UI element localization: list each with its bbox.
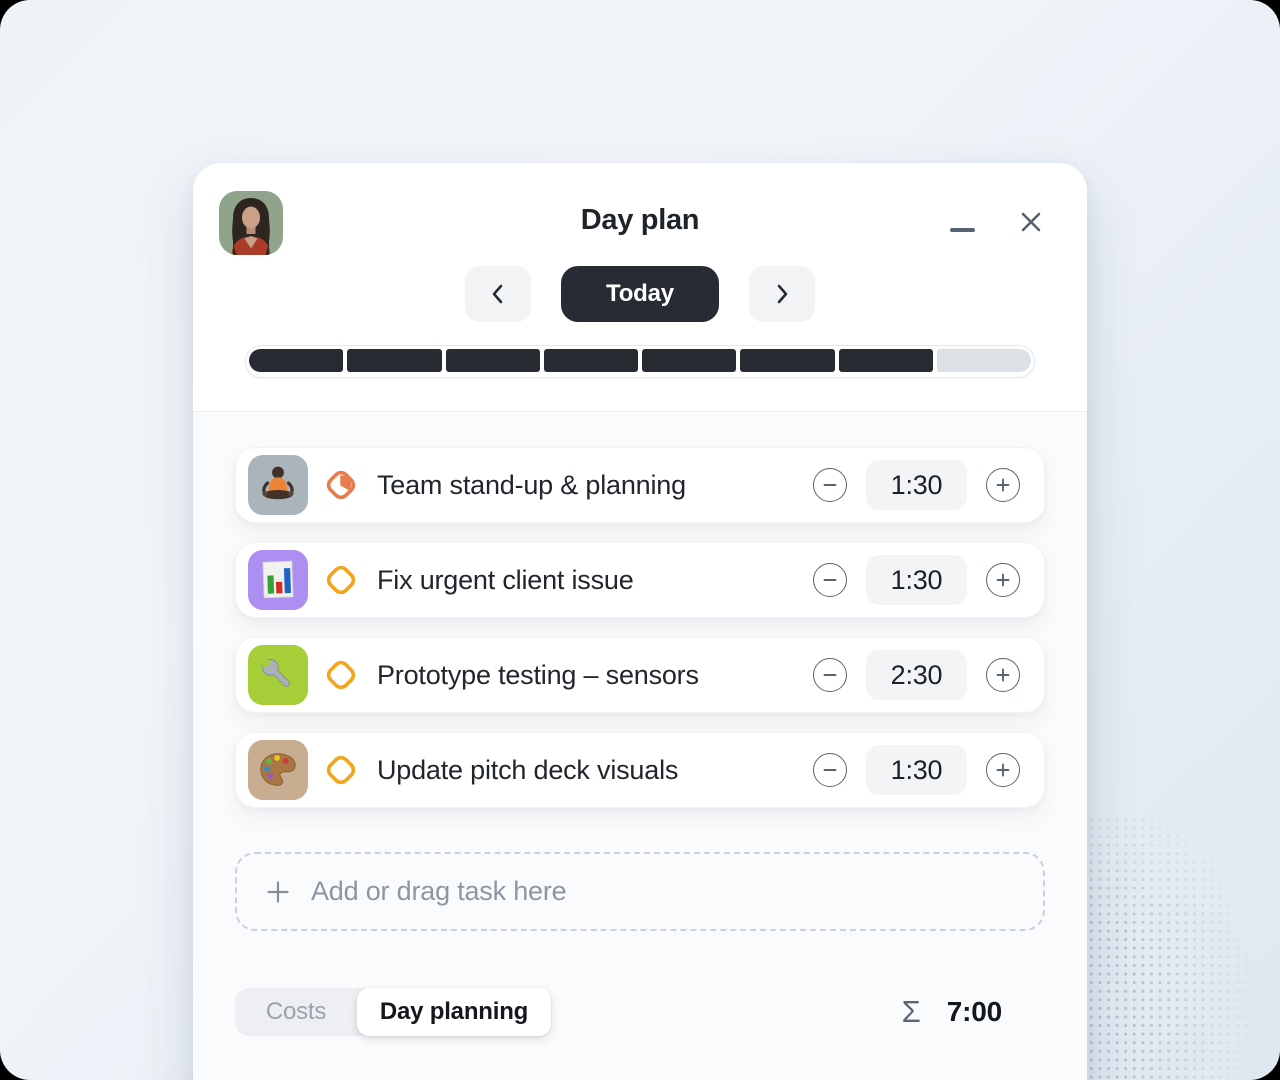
task-duration-value[interactable]: 1:30 <box>866 555 967 605</box>
day-capacity-progress-bar[interactable] <box>245 345 1035 378</box>
task-category-diamond-icon[interactable] <box>323 657 359 693</box>
increase-duration-button[interactable] <box>986 658 1020 692</box>
progress-segment-filled <box>249 349 344 372</box>
increase-duration-button[interactable] <box>986 563 1020 597</box>
meditation-emoji-icon <box>248 455 308 515</box>
tab-costs[interactable]: Costs <box>235 988 357 1036</box>
add-task-placeholder: Add or drag task here <box>311 876 567 906</box>
progress-segment-filled <box>740 349 835 372</box>
task-duration-value[interactable]: 1:30 <box>866 460 967 510</box>
task-row[interactable]: Team stand-up & planning 1:30 <box>235 447 1045 523</box>
progress-segment-filled <box>445 349 540 372</box>
task-title: Update pitch deck visuals <box>377 754 679 785</box>
duration-stepper: 1:30 <box>813 745 1020 795</box>
halftone-dot-pattern <box>1087 815 1280 1080</box>
duration-stepper: 2:30 <box>813 650 1020 700</box>
minimize-button[interactable] <box>943 203 981 241</box>
minus-icon <box>823 769 837 771</box>
task-list: Team stand-up & planning 1:30 <box>235 447 1045 808</box>
decrease-duration-button[interactable] <box>813 563 847 597</box>
today-button[interactable]: Today <box>561 266 719 322</box>
duration-stepper: 1:30 <box>813 460 1020 510</box>
plus-icon <box>996 763 1010 777</box>
minus-icon <box>823 579 837 581</box>
task-category-diamond-icon[interactable] <box>323 467 359 503</box>
decrease-duration-button[interactable] <box>813 753 847 787</box>
tab-day-planning[interactable]: Day planning <box>357 988 551 1036</box>
task-category-diamond-icon[interactable] <box>323 562 359 598</box>
chevron-left-icon <box>492 284 503 304</box>
duration-stepper: 1:30 <box>813 555 1020 605</box>
task-row[interactable]: Update pitch deck visuals 1:30 <box>235 732 1045 808</box>
previous-day-button[interactable] <box>465 266 531 322</box>
progress-segment-filled <box>347 349 442 372</box>
task-title: Fix urgent client issue <box>377 564 634 595</box>
chevron-right-icon <box>777 284 788 304</box>
view-toggle: Costs Day planning <box>235 988 551 1036</box>
task-duration-value[interactable]: 1:30 <box>866 745 967 795</box>
close-icon <box>1021 212 1041 232</box>
task-row[interactable]: Prototype testing – sensors 2:30 <box>235 637 1045 713</box>
progress-segment-empty <box>936 349 1031 372</box>
decrease-duration-button[interactable] <box>813 658 847 692</box>
progress-segment-filled <box>838 349 933 372</box>
day-plan-window: Day plan Today <box>193 163 1087 1080</box>
close-button[interactable] <box>1012 203 1050 241</box>
minus-icon <box>823 484 837 486</box>
plus-icon <box>996 668 1010 682</box>
minimize-icon <box>949 228 975 232</box>
palette-emoji-icon <box>248 740 308 800</box>
increase-duration-button[interactable] <box>986 753 1020 787</box>
total-time-summary: Σ 7:00 <box>901 994 1003 1030</box>
date-navigation: Today <box>193 266 1087 322</box>
total-time-value: 7:00 <box>946 996 1002 1027</box>
sigma-sum-icon: Σ <box>901 994 921 1029</box>
avatar-illustration <box>219 191 283 255</box>
next-day-button[interactable] <box>749 266 815 322</box>
plus-icon <box>996 573 1010 587</box>
page-title: Day plan <box>580 204 700 236</box>
minus-icon <box>823 674 837 676</box>
progress-segment-filled <box>543 349 638 372</box>
task-duration-value[interactable]: 2:30 <box>866 650 967 700</box>
task-title: Prototype testing – sensors <box>377 659 699 690</box>
bar-chart-emoji-icon <box>248 550 308 610</box>
footer-bar: Costs Day planning Σ 7:00 <box>235 988 1045 1036</box>
plus-icon <box>267 880 289 903</box>
wrench-emoji-icon <box>248 645 308 705</box>
user-avatar[interactable] <box>219 191 283 255</box>
progress-segment-filled <box>642 349 737 372</box>
increase-duration-button[interactable] <box>986 468 1020 502</box>
task-list-section: Team stand-up & planning 1:30 <box>193 412 1087 1080</box>
task-title: Team stand-up & planning <box>377 469 686 500</box>
window-header: Day plan Today <box>193 163 1087 412</box>
plus-icon <box>996 478 1010 492</box>
task-category-diamond-icon[interactable] <box>323 752 359 788</box>
task-row[interactable]: Fix urgent client issue 1:30 <box>235 542 1045 618</box>
decrease-duration-button[interactable] <box>813 468 847 502</box>
add-task-dropzone[interactable]: Add or drag task here <box>235 852 1045 931</box>
